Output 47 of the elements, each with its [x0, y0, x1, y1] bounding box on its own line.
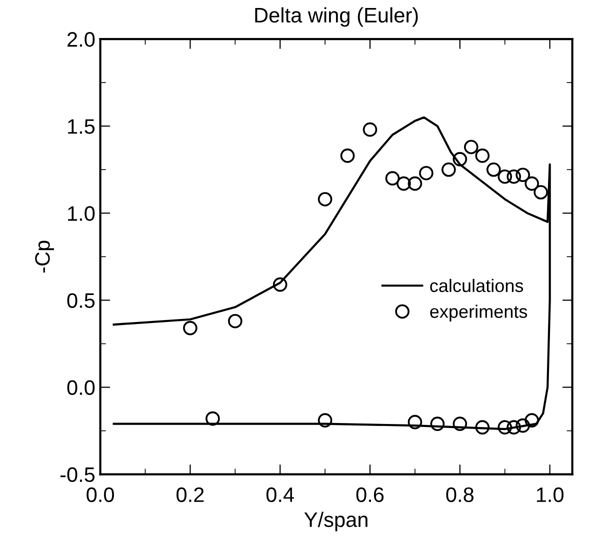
- point: [506, 169, 522, 184]
- point: [206, 411, 220, 426]
- point: [506, 420, 522, 434]
- point: [228, 314, 242, 328]
- point: [452, 152, 468, 166]
- x-tick-label: 0.8: [446, 487, 474, 502]
- x-tick-label: 0.4: [266, 487, 294, 502]
- point: [408, 414, 422, 430]
- point: [524, 413, 539, 428]
- point: [419, 166, 434, 180]
- point: [318, 192, 332, 206]
- point: [408, 176, 422, 191]
- y-tick-label: 0.5: [67, 293, 95, 308]
- point: [475, 148, 490, 163]
- point: [396, 176, 411, 191]
- x-tick-label: 0.6: [356, 487, 384, 502]
- x-tick-label: 0.0: [86, 487, 114, 502]
- y-axis-title: -Cp: [35, 240, 54, 273]
- point: [486, 162, 501, 177]
- point: [516, 168, 530, 182]
- y-tick-label: 0.0: [67, 380, 95, 396]
- chart-title: Delta wing (Euler): [255, 7, 418, 27]
- point: [442, 162, 456, 177]
- point: [464, 140, 478, 154]
- legend-label: experiments: [430, 304, 528, 322]
- point: [475, 420, 490, 434]
- point: [452, 416, 468, 431]
- point: [516, 418, 530, 433]
- point: [183, 320, 198, 336]
- point: [340, 148, 355, 163]
- point: [498, 420, 512, 434]
- point: [498, 169, 512, 184]
- point: [385, 171, 400, 186]
- x-axis-title: Y/span: [304, 512, 368, 532]
- point: [534, 185, 548, 200]
- point: [362, 122, 378, 137]
- x-tick-label: 1.0: [536, 487, 564, 502]
- point: [524, 176, 539, 191]
- y-tick-label: 1.5: [68, 119, 95, 134]
- x-tick-label: 0.2: [176, 487, 204, 502]
- y-tick-label: 2.0: [68, 32, 95, 47]
- y-tick-label: -0.5: [60, 467, 95, 482]
- legend-label: calculations: [430, 278, 524, 292]
- point: [318, 413, 332, 428]
- y-tick-label: 1.0: [68, 206, 95, 221]
- point: [430, 416, 445, 431]
- point: [272, 277, 288, 292]
